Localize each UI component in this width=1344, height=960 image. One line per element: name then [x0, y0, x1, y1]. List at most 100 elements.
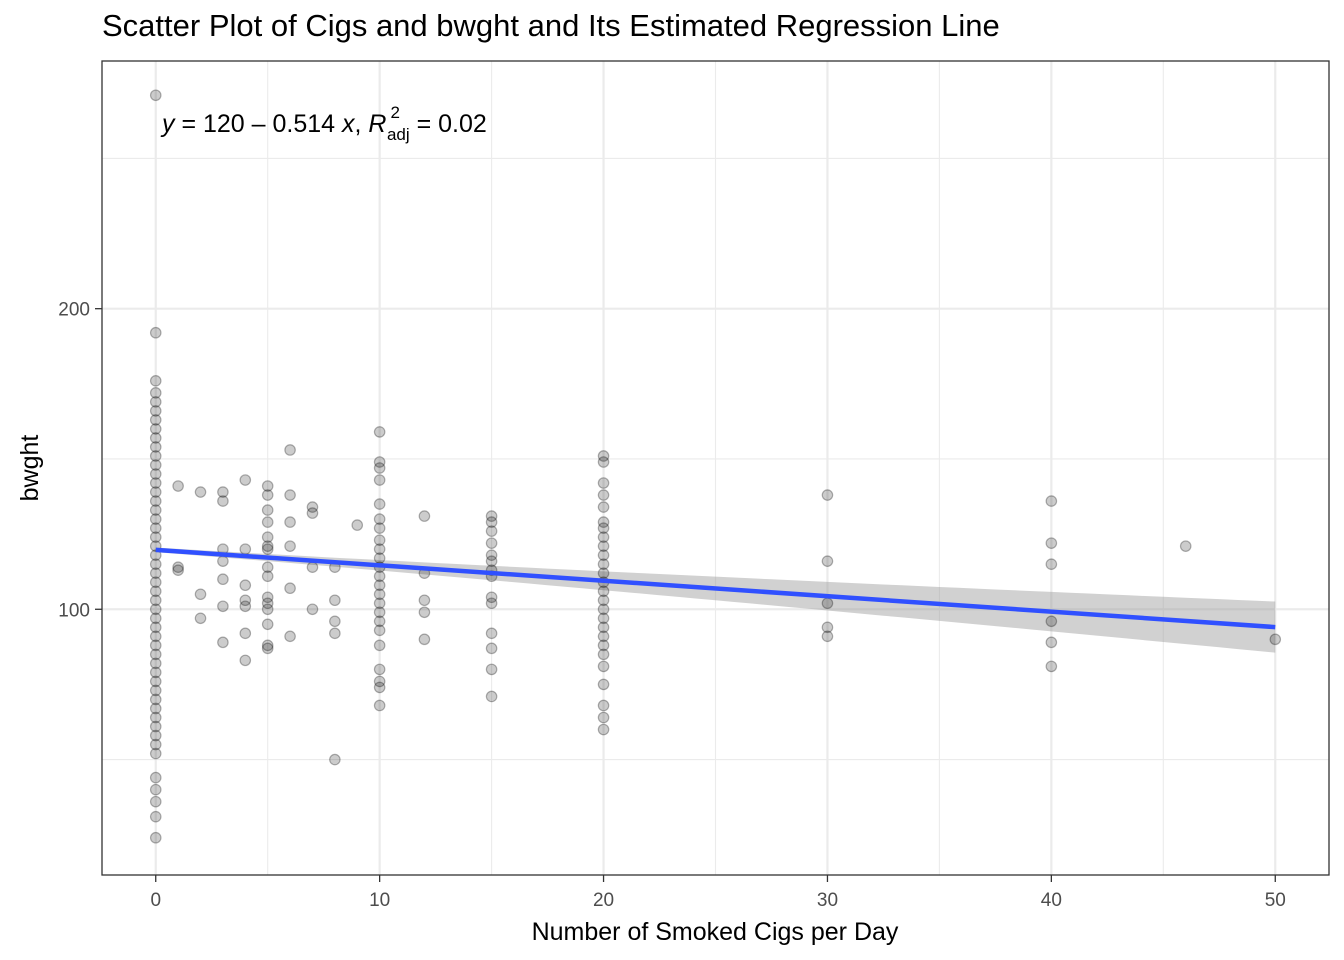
equation-equals: = — [175, 110, 204, 138]
x-tick-label: 50 — [1265, 890, 1286, 911]
data-point — [329, 627, 341, 640]
data-point — [597, 723, 610, 736]
y-axis-title: bwght — [16, 435, 44, 502]
data-point — [149, 567, 162, 580]
data-point — [597, 501, 610, 513]
x-tick-label: 20 — [593, 890, 614, 911]
data-point — [261, 504, 274, 516]
data-point — [1045, 558, 1058, 570]
data-point — [239, 594, 252, 607]
data-point — [373, 681, 386, 694]
data-point — [597, 678, 610, 691]
data-point — [821, 555, 834, 567]
data-point — [597, 489, 610, 501]
data-point — [597, 648, 610, 661]
data-point — [194, 588, 207, 601]
data-point — [239, 654, 252, 667]
x-tick-label: 0 — [150, 890, 161, 911]
data-point — [597, 660, 610, 673]
data-point — [597, 531, 610, 543]
data-point — [149, 639, 162, 652]
regression-line — [155, 547, 1276, 630]
data-point — [373, 543, 386, 555]
panel-border — [101, 60, 1330, 876]
data-point — [821, 597, 834, 610]
data-point — [284, 444, 296, 456]
data-point — [149, 468, 162, 480]
data-point — [172, 561, 184, 573]
data-point — [149, 522, 162, 534]
data-point — [1179, 540, 1192, 552]
data-point — [149, 387, 162, 399]
data-point — [373, 675, 386, 688]
data-point — [261, 543, 274, 555]
data-point — [373, 498, 386, 510]
data-point — [261, 618, 274, 631]
data-point — [329, 753, 341, 766]
data-point — [149, 621, 162, 634]
data-point — [597, 450, 610, 462]
data-point — [261, 480, 274, 492]
equation-y-variable: y — [160, 110, 176, 138]
data-point — [149, 738, 162, 751]
data-point — [149, 771, 162, 784]
data-point — [485, 642, 498, 655]
data-point — [172, 480, 184, 492]
data-point — [149, 423, 162, 435]
data-point — [306, 507, 319, 519]
data-point — [373, 606, 386, 619]
data-point — [149, 531, 162, 543]
data-point — [149, 405, 162, 417]
r-squared-superscript: 2 — [390, 103, 399, 122]
x-tick-label: 10 — [369, 890, 390, 911]
data-point — [821, 630, 834, 643]
data-point — [239, 627, 252, 640]
data-point — [217, 555, 229, 567]
data-point — [149, 603, 162, 616]
data-point — [418, 633, 431, 646]
data-point — [373, 474, 386, 486]
data-point — [373, 426, 386, 438]
data-point — [597, 540, 610, 552]
data-point — [149, 747, 162, 760]
x-tick-label: 30 — [817, 890, 838, 911]
data-point — [149, 486, 162, 498]
data-point — [373, 624, 386, 637]
y-tick-label: 200 — [58, 300, 90, 321]
data-point — [284, 540, 296, 552]
data-point — [149, 375, 162, 387]
data-point — [194, 486, 207, 498]
data-point — [149, 630, 162, 643]
grid-lines — [102, 61, 1329, 875]
data-point — [149, 711, 162, 724]
data-point — [597, 603, 610, 616]
data-point — [597, 516, 610, 528]
data-point — [149, 831, 162, 844]
data-points — [149, 89, 1282, 844]
data-point — [149, 657, 162, 670]
data-point — [1269, 633, 1282, 646]
data-point — [597, 477, 610, 489]
data-point — [1045, 660, 1058, 673]
data-point — [239, 543, 252, 555]
data-point — [821, 489, 834, 501]
data-point — [149, 432, 162, 444]
data-point — [261, 561, 274, 573]
data-point — [261, 642, 274, 655]
data-point — [485, 627, 498, 640]
data-point — [261, 489, 274, 501]
data-point — [261, 597, 274, 610]
data-point — [1045, 537, 1058, 549]
data-point — [597, 594, 610, 607]
data-point — [149, 477, 162, 489]
data-point — [217, 573, 229, 586]
data-point — [485, 555, 498, 567]
data-point — [149, 585, 162, 598]
data-point — [149, 720, 162, 733]
data-point — [149, 693, 162, 706]
data-point — [1045, 636, 1058, 649]
r-squared-value: = 0.02 — [410, 110, 487, 138]
data-point — [239, 474, 252, 486]
data-point — [597, 456, 610, 468]
data-point — [149, 810, 162, 823]
